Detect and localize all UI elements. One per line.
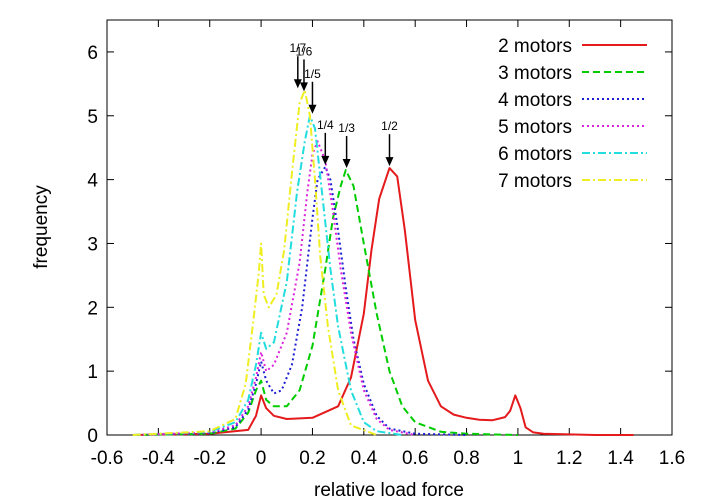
series-line-2-motors bbox=[132, 167, 634, 436]
x-tick-label: -0.6 bbox=[91, 448, 124, 469]
annotations: 1/2 1/3 1/4 1/5 1/61/7 bbox=[289, 41, 398, 169]
x-axis: -0.6 -0.4 -0.2 0 0.2 0.4 0.6 0.8 1 1.2 1.4 1.6 bbox=[91, 20, 685, 469]
y-axis-title: frequency bbox=[31, 185, 52, 269]
x-tick-label: 0.8 bbox=[453, 448, 479, 469]
annotation-label: 1/2 bbox=[381, 119, 398, 133]
annotation-arrowhead bbox=[385, 157, 394, 167]
x-tick-label: 1.6 bbox=[659, 448, 685, 469]
legend-label: 3 motors bbox=[498, 63, 572, 84]
y-tick-label: 0 bbox=[87, 426, 98, 447]
annotation-label: 1/4 bbox=[317, 118, 334, 132]
legend-label: 5 motors bbox=[498, 117, 572, 138]
x-tick-label: 1 bbox=[513, 448, 524, 469]
x-tick-label: 1.4 bbox=[607, 448, 634, 469]
annotation-label: 1/3 bbox=[338, 121, 355, 135]
series-line-6-motors bbox=[132, 114, 403, 436]
y-axis: 0 1 2 3 4 5 6 bbox=[87, 43, 672, 447]
annotation-label: 1/5 bbox=[304, 67, 321, 81]
y-tick-label: 1 bbox=[87, 362, 98, 383]
legend-label: 7 motors bbox=[498, 171, 572, 192]
y-tick-label: 5 bbox=[87, 107, 98, 128]
series-line-7-motors bbox=[132, 89, 378, 436]
annotation-arrowhead bbox=[342, 159, 351, 169]
y-tick-label: 4 bbox=[87, 171, 98, 192]
legend-label: 2 motors bbox=[498, 36, 572, 57]
series-line-5-motors bbox=[132, 140, 416, 436]
series-line-3-motors bbox=[132, 169, 518, 436]
y-tick-label: 3 bbox=[87, 234, 98, 255]
legend-label: 4 motors bbox=[498, 90, 572, 111]
annotation-arrowhead bbox=[299, 82, 308, 92]
annotation-arrowhead bbox=[308, 104, 317, 114]
x-axis-title: relative load force bbox=[314, 480, 464, 501]
y-tick-label: 2 bbox=[87, 298, 98, 319]
annotation-arrowhead bbox=[321, 155, 330, 165]
x-tick-label: 0 bbox=[256, 448, 267, 469]
x-tick-label: -0.4 bbox=[142, 448, 175, 469]
plot-area bbox=[106, 19, 673, 436]
y-tick-label: 6 bbox=[87, 43, 98, 64]
annotation-label: 1/6 bbox=[296, 44, 313, 58]
x-tick-label: 0.6 bbox=[402, 448, 428, 469]
legend: 2 motors 3 motors 4 motors 5 motors 6 motors… bbox=[498, 36, 647, 192]
series-layer bbox=[132, 89, 634, 436]
annotation-arrowhead bbox=[293, 79, 302, 89]
x-tick-label: -0.2 bbox=[193, 448, 226, 469]
legend-label: 6 motors bbox=[498, 144, 572, 165]
x-tick-label: 0.2 bbox=[299, 448, 325, 469]
x-tick-label: 0.4 bbox=[351, 448, 378, 469]
x-tick-label: 1.2 bbox=[556, 448, 582, 469]
annotation-label: 1/7 bbox=[289, 41, 306, 55]
